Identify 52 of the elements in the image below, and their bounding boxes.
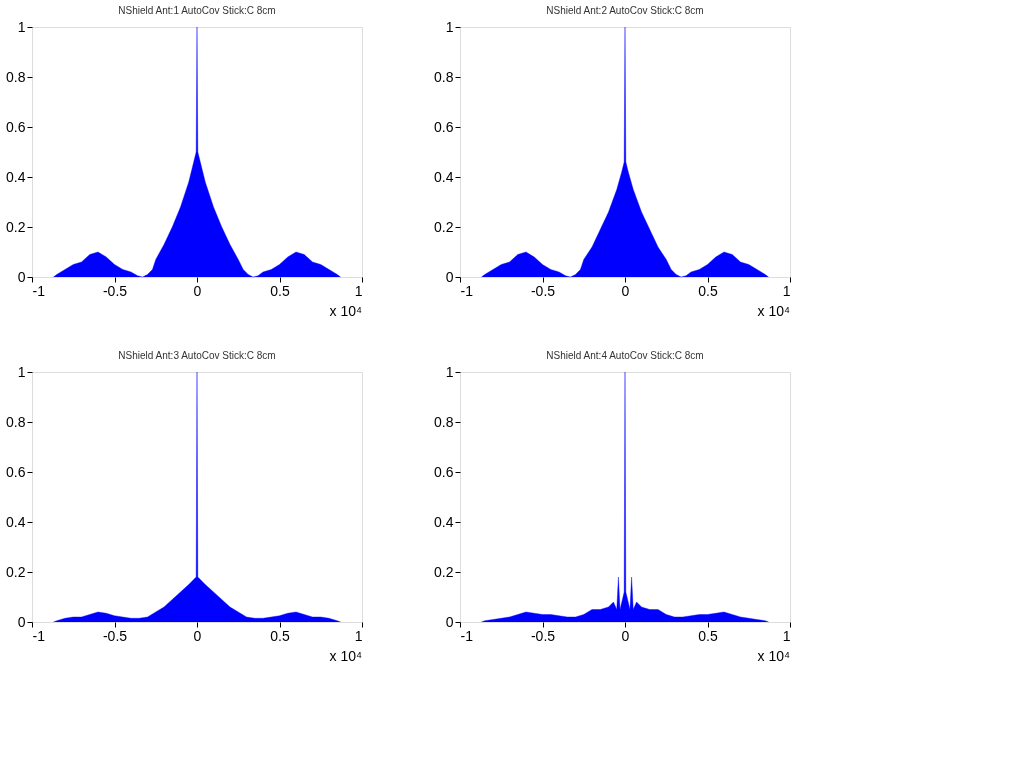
x-tick-label: -0.5 [530,627,556,644]
y-tick-label: 0.8 [434,413,454,430]
y-tick-label: 1 [445,18,454,35]
x-tick-label: 1 [354,282,363,299]
y-tick-label: 0.6 [6,118,26,135]
x-tick-label: -1 [460,627,474,644]
text: x 10⁴ [757,648,790,664]
y-tick-label: 0 [17,613,26,630]
x-tick-label: 1 [782,282,791,299]
y-tick-label: 0.8 [434,68,454,85]
chart-title: NShield Ant:1 AutoCov Stick:C 8cm [118,5,276,16]
x-tick-label: -1 [460,282,474,299]
chart-title: NShield Ant:4 AutoCov Stick:C 8cm [546,350,704,361]
x-tick-label: 0.5 [698,627,718,644]
y-tick-label: 0.8 [6,413,26,430]
x-tick-label: 1 [354,627,363,644]
x-tick-label: -1 [32,282,46,299]
text: x 10⁴ [757,303,790,319]
y-tick-label: 0.6 [6,463,26,480]
x-tick-label: 0 [193,282,202,299]
chart-title: NShield Ant:3 AutoCov Stick:C 8cm [118,350,276,361]
y-tick-label: 0.8 [6,68,26,85]
x-tick-label: 0.5 [270,282,290,299]
y-tick-label: 0.6 [434,463,454,480]
y-tick-label: 0 [17,268,26,285]
y-tick-label: 0.4 [6,168,26,185]
y-tick-label: 0 [445,268,454,285]
y-tick-label: 0.2 [434,563,454,580]
y-tick-label: 1 [17,363,26,380]
x-tick-label: 1 [782,627,791,644]
y-tick-label: 0.6 [434,118,454,135]
text: x 10⁴ [329,648,362,664]
y-tick-label: 0.2 [434,218,454,235]
y-tick-label: 0.4 [434,168,454,185]
x-tick-label: -0.5 [102,627,128,644]
y-tick-label: 0.4 [6,513,26,530]
x-tick-label: 0.5 [698,282,718,299]
x-tick-label: 0 [621,627,630,644]
y-tick-label: 0 [445,613,454,630]
y-tick-label: 0.4 [434,513,454,530]
y-tick-label: 0.2 [6,563,26,580]
x-tick-label: -1 [32,627,46,644]
x-tick-label: 0 [193,627,202,644]
x-tick-label: 0 [621,282,630,299]
x-tick-label: -0.5 [530,282,556,299]
x-tick-label: 0.5 [270,627,290,644]
y-tick-label: 1 [17,18,26,35]
chart-title: NShield Ant:2 AutoCov Stick:C 8cm [546,5,704,16]
x-tick-label: -0.5 [102,282,128,299]
y-tick-label: 1 [445,363,454,380]
text: x 10⁴ [329,303,362,319]
y-tick-label: 0.2 [6,218,26,235]
